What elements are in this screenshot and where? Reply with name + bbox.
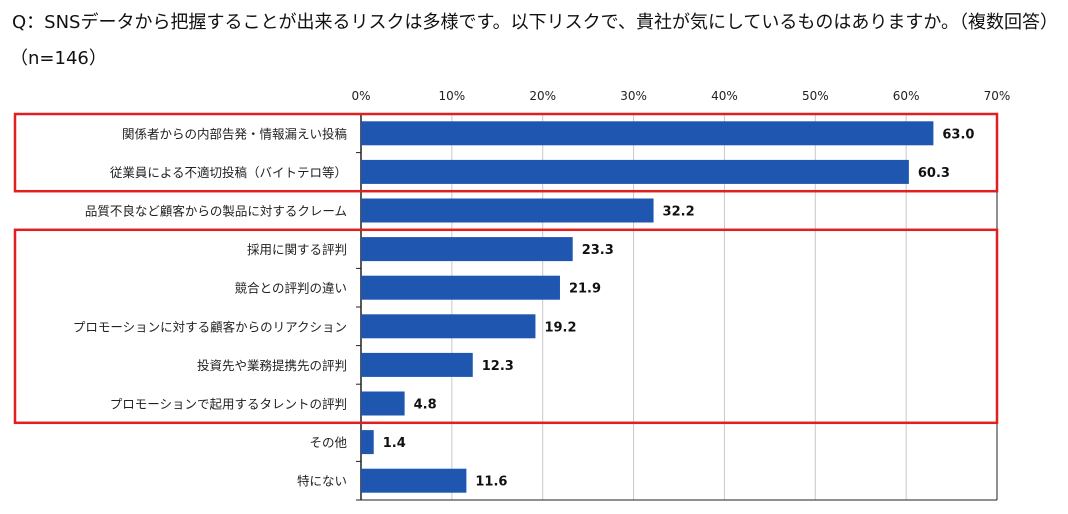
- tick-label: 10%: [439, 89, 466, 103]
- category-label: 従業員による不適切投稿（バイトテロ等）: [110, 165, 347, 180]
- bar: [361, 352, 473, 377]
- category-label: 競合との評判の違い: [235, 281, 347, 296]
- data-label: 12.3: [482, 359, 514, 374]
- data-label: 63.0: [942, 127, 974, 142]
- sample-size: （n=146）: [10, 48, 107, 69]
- category-label: 採用に関する評判: [247, 242, 347, 257]
- category-label: プロモーションで起用するタレントの評判: [110, 397, 347, 412]
- tick-label: 70%: [984, 89, 1011, 103]
- bar: [361, 314, 536, 339]
- bar: [361, 468, 467, 493]
- tick-label: 50%: [802, 89, 829, 103]
- data-label: 32.2: [663, 205, 695, 220]
- tick-label: 30%: [620, 89, 647, 103]
- tick-label: 20%: [529, 89, 556, 103]
- tick-label: 40%: [711, 89, 738, 103]
- bar: [361, 430, 374, 455]
- bar: [361, 237, 573, 262]
- bar: [361, 275, 560, 300]
- data-label: 4.8: [414, 398, 437, 413]
- tick-label: 60%: [893, 89, 920, 103]
- category-label: 関係者からの内部告発・情報漏えい投稿: [122, 126, 347, 141]
- category-label: 投資先や業務提携先の評判: [197, 358, 347, 373]
- tick-label: 0%: [351, 89, 370, 103]
- data-label: 21.9: [569, 282, 601, 297]
- category-label: プロモーションに対する顧客からのリアクション: [73, 319, 347, 334]
- highlight-box: [13, 228, 999, 425]
- highlight-box: [13, 112, 999, 193]
- category-label: 特にない: [297, 474, 347, 489]
- data-label: 11.6: [475, 475, 507, 490]
- data-label: 19.2: [544, 320, 576, 335]
- bar: [361, 198, 654, 223]
- data-label: 60.3: [918, 166, 950, 181]
- chart-title: Q：SNSデータから把握することが出来るリスクは多様です。以下リスクで、貴社が気…: [12, 12, 1059, 33]
- data-label: 23.3: [582, 243, 614, 258]
- bar: [361, 159, 909, 184]
- category-label: その他: [309, 435, 347, 450]
- category-label: 品質不良など顧客からの製品に対するクレーム: [85, 204, 347, 219]
- bar: [361, 121, 934, 146]
- bar: [361, 391, 405, 416]
- data-label: 1.4: [383, 436, 406, 451]
